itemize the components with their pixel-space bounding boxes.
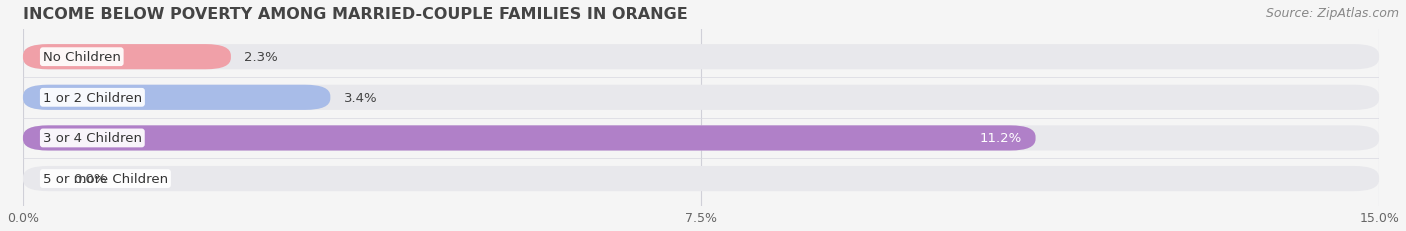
FancyBboxPatch shape	[22, 126, 1036, 151]
FancyBboxPatch shape	[22, 45, 231, 70]
Text: 2.3%: 2.3%	[245, 51, 278, 64]
Text: 5 or more Children: 5 or more Children	[42, 172, 167, 185]
Text: 3.4%: 3.4%	[344, 91, 378, 104]
Text: 1 or 2 Children: 1 or 2 Children	[42, 91, 142, 104]
FancyBboxPatch shape	[22, 45, 1379, 70]
Text: No Children: No Children	[42, 51, 121, 64]
FancyBboxPatch shape	[22, 126, 1379, 151]
Text: INCOME BELOW POVERTY AMONG MARRIED-COUPLE FAMILIES IN ORANGE: INCOME BELOW POVERTY AMONG MARRIED-COUPL…	[22, 7, 688, 22]
Text: 0.0%: 0.0%	[73, 172, 107, 185]
FancyBboxPatch shape	[22, 85, 330, 110]
Text: Source: ZipAtlas.com: Source: ZipAtlas.com	[1265, 7, 1399, 20]
FancyBboxPatch shape	[22, 166, 1379, 191]
Text: 11.2%: 11.2%	[980, 132, 1022, 145]
FancyBboxPatch shape	[22, 85, 1379, 110]
Text: 3 or 4 Children: 3 or 4 Children	[42, 132, 142, 145]
